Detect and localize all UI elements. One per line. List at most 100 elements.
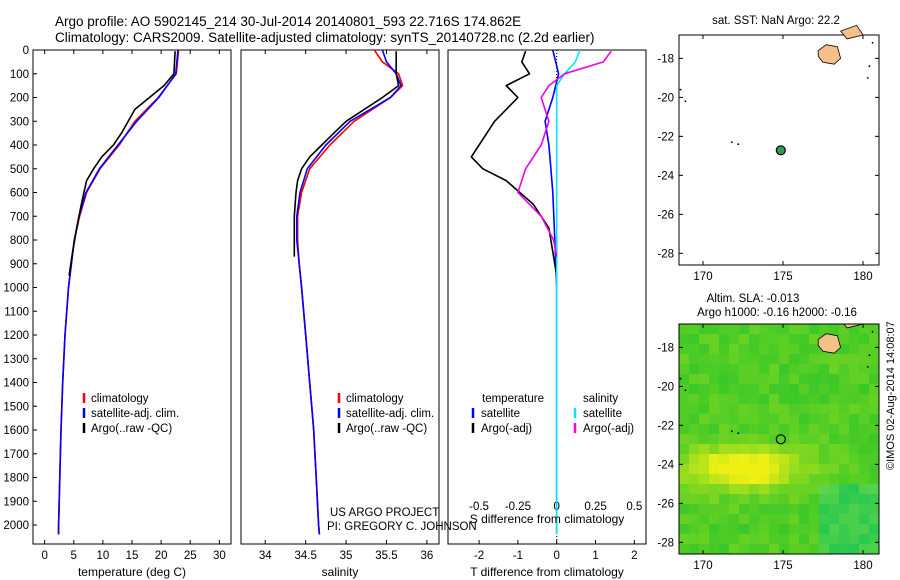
- sla-cell: [719, 464, 729, 474]
- sla-cell: [739, 454, 749, 464]
- sla-cell: [699, 394, 709, 404]
- sla-cell: [839, 404, 849, 414]
- difference-legend: temperature salinity satellite Argo(-adj) sa…: [471, 393, 634, 435]
- sla-cell: [739, 514, 749, 524]
- sla-cell: [769, 474, 779, 484]
- sla-cell: [679, 524, 689, 534]
- sla-cell: [829, 384, 839, 394]
- sla-cell: [679, 514, 689, 524]
- sla-cell: [729, 524, 739, 534]
- sla-cell: [759, 464, 769, 474]
- sla-cell: [729, 424, 739, 434]
- sla-cell: [819, 354, 829, 364]
- sla-cell: [729, 414, 739, 424]
- sla-cell: [759, 494, 769, 504]
- float-marker: [775, 434, 786, 445]
- sla-cell: [809, 464, 819, 474]
- project-annotation: US ARGO PROJECT: [330, 507, 439, 519]
- sla-cell: [849, 344, 859, 354]
- sla-cell: [829, 394, 839, 404]
- sla-cell: [689, 324, 699, 334]
- sla-cell: [849, 364, 859, 374]
- sla-cell: [789, 524, 799, 534]
- sla-cell: [749, 544, 759, 554]
- sla-cell: [819, 484, 829, 494]
- sla-cell: [869, 484, 879, 494]
- sst-map-panel: sat. SST: NaN Argo: 22.2 -18 -20 -22 -24 -26…: [657, 15, 880, 283]
- diff-series-line: [555, 49, 581, 535]
- sla-cell: [739, 504, 749, 514]
- sla-cell: [839, 484, 849, 494]
- sla-cell: [689, 424, 699, 434]
- sla-cell: [809, 344, 819, 354]
- sla-cell: [809, 544, 819, 554]
- sla-cell: [779, 374, 789, 384]
- sla-cell: [679, 334, 689, 344]
- sla-cell: [769, 374, 779, 384]
- y-tick-label: 1800: [3, 473, 29, 485]
- sla-cell: [749, 454, 759, 464]
- map-x-tick-label: 180: [853, 560, 872, 572]
- sla-cell: [799, 484, 809, 494]
- sla-cell: [699, 374, 709, 384]
- islet: [730, 141, 733, 144]
- title-line-2: Climatology: CARS2009. Satellite-adjuste…: [55, 30, 595, 45]
- sla-cell: [769, 334, 779, 344]
- sst-map-title: sat. SST: NaN Argo: 22.2: [712, 15, 840, 27]
- sla-cell: [769, 404, 779, 414]
- sla-cell: [779, 344, 789, 354]
- y-tick-label: 1000: [3, 283, 29, 295]
- x-tick-label: 30: [213, 550, 226, 562]
- s-tick-label: 0.25: [584, 501, 606, 513]
- x-tick-label: 25: [184, 550, 197, 562]
- land-polygon: [817, 44, 842, 65]
- sla-cell: [839, 494, 849, 504]
- sla-cell: [739, 394, 749, 404]
- sla-cell: [829, 544, 839, 554]
- sla-cell: [729, 534, 739, 544]
- sla-cell: [799, 474, 809, 484]
- salinity-lines: [293, 49, 404, 535]
- sla-cell: [859, 354, 869, 364]
- sla-cell: [799, 514, 809, 524]
- sla-cell: [769, 524, 779, 534]
- sla-cell: [819, 504, 829, 514]
- sla-cell: [749, 524, 759, 534]
- sla-cell: [699, 494, 709, 504]
- sla-cell: [799, 544, 809, 554]
- sla-cell: [709, 464, 719, 474]
- sla-cell: [689, 334, 699, 344]
- sla-map-frame: [678, 323, 880, 555]
- sla-cell: [699, 364, 709, 374]
- sla-cell: [859, 544, 869, 554]
- sla-cell: [849, 354, 859, 364]
- islet: [684, 100, 687, 103]
- sla-cell: [809, 424, 819, 434]
- sla-cell: [709, 354, 719, 364]
- sla-cell: [829, 404, 839, 414]
- sla-cell: [709, 514, 719, 524]
- sla-cell: [679, 424, 689, 434]
- sla-cell: [809, 404, 819, 414]
- sla-cell: [769, 344, 779, 354]
- x-tick-label: 34: [259, 550, 272, 562]
- sla-cell: [739, 324, 749, 334]
- sla-cell: [809, 494, 819, 504]
- sla-cell: [779, 404, 789, 414]
- sla-cell: [789, 394, 799, 404]
- sla-cell: [749, 434, 759, 444]
- y-tick-label: 600: [10, 188, 29, 200]
- islet: [866, 77, 869, 79]
- sla-map-title: Altim. SLA: -0.013: [707, 293, 800, 305]
- legend-label: satellite: [481, 408, 520, 420]
- sla-cell: [839, 534, 849, 544]
- temperature-x-axis: 0 5 10 15 20 25 30: [41, 50, 226, 562]
- sla-cell: [819, 464, 829, 474]
- sla-cell: [809, 354, 819, 364]
- legend-label: Argo(-adj): [481, 423, 532, 435]
- sla-cell: [859, 404, 869, 414]
- sla-cell: [679, 404, 689, 414]
- sla-cell: [759, 414, 769, 424]
- sla-cell: [809, 434, 819, 444]
- sla-cell: [769, 444, 779, 454]
